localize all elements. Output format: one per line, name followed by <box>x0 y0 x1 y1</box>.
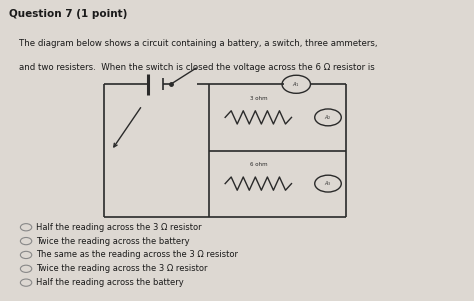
Text: $A_1$: $A_1$ <box>292 80 300 89</box>
Text: Half the reading across the battery: Half the reading across the battery <box>36 278 183 287</box>
Text: $A_3$: $A_3$ <box>324 179 332 188</box>
Text: Question 7 (1 point): Question 7 (1 point) <box>9 9 128 19</box>
Text: Twice the reading across the 3 Ω resistor: Twice the reading across the 3 Ω resisto… <box>36 264 207 273</box>
Text: 3 ohm: 3 ohm <box>249 96 267 101</box>
Text: Twice the reading across the battery: Twice the reading across the battery <box>36 237 189 246</box>
Text: Half the reading across the 3 Ω resistor: Half the reading across the 3 Ω resistor <box>36 223 201 232</box>
Text: The diagram below shows a circuit containing a battery, a switch, three ammeters: The diagram below shows a circuit contai… <box>19 39 377 48</box>
Text: and two resisters.  When the switch is closed the voltage across the 6 Ω resisto: and two resisters. When the switch is cl… <box>19 63 375 72</box>
Text: $A_2$: $A_2$ <box>324 113 332 122</box>
Text: 6 ohm: 6 ohm <box>249 162 267 167</box>
Text: The same as the reading across the 3 Ω resistor: The same as the reading across the 3 Ω r… <box>36 250 237 259</box>
